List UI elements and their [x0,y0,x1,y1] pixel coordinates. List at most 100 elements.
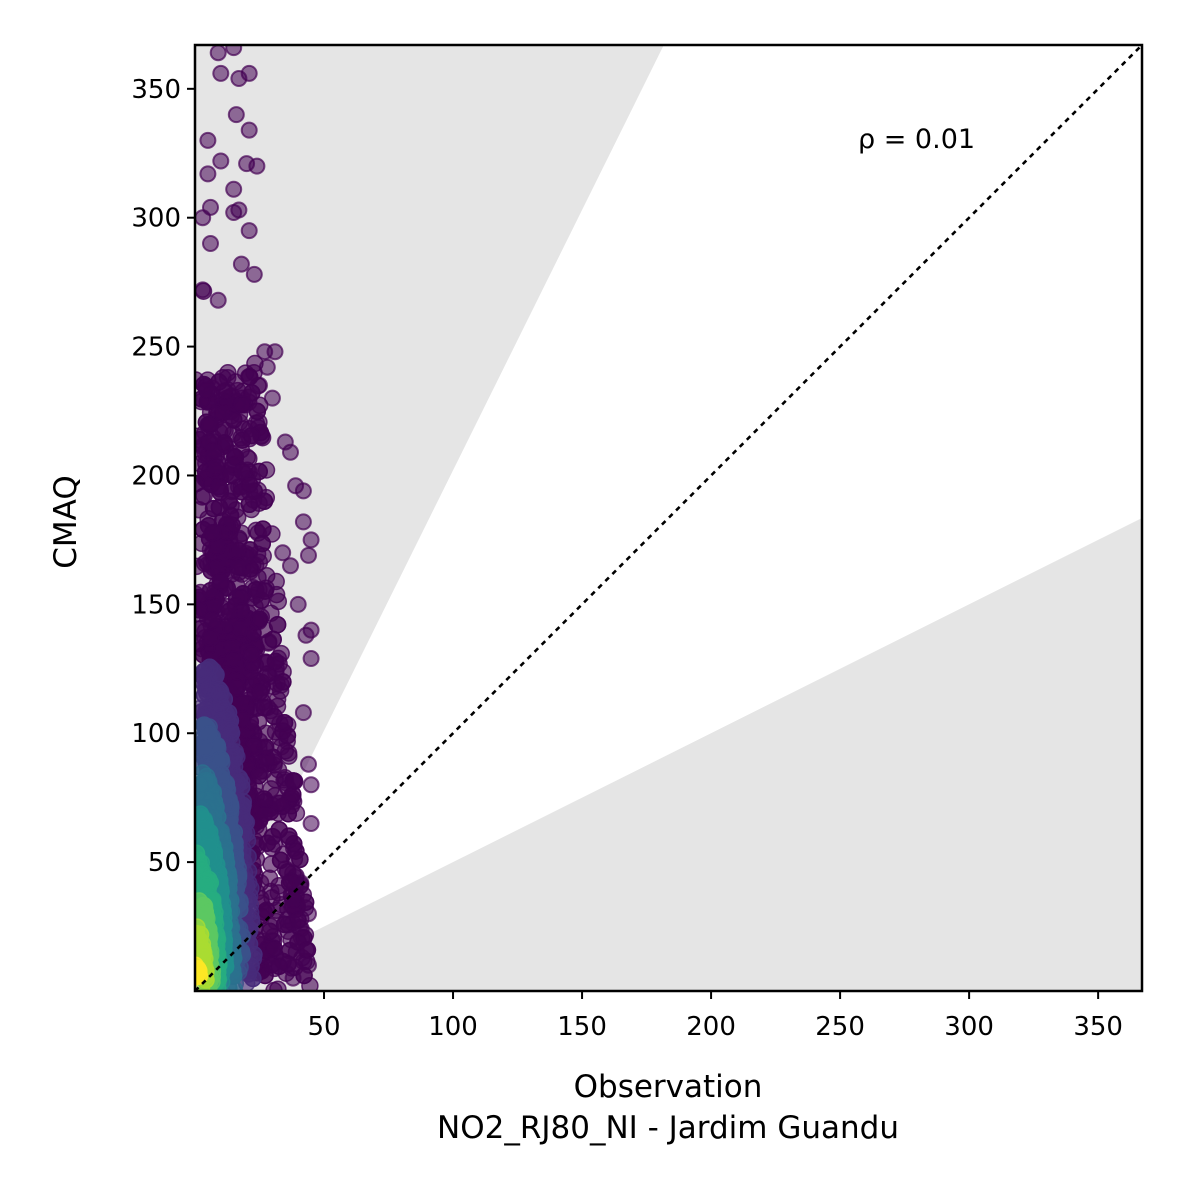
scatter-point [258,665,277,683]
scatter-point [229,558,247,576]
x-axis-station-label: NO2_RJ80_NI - Jardim Guandu [437,1110,899,1146]
one-to-one-line [195,45,1142,991]
y-tick-label: 350 [131,75,181,105]
scatter-point [195,892,208,910]
scatter-point [255,698,273,717]
scatter-point [233,395,252,413]
scatter-point [255,492,274,510]
y-tick-label: 150 [131,590,181,620]
scatter-point [240,64,258,82]
scatter-point [229,541,248,560]
scatter-point [197,876,216,895]
scatter-point [211,572,230,591]
scatter-point [230,201,248,219]
scatter-point [300,755,317,773]
scatter-point [195,600,208,619]
scatter-point [258,834,277,852]
scatter-point [291,850,309,869]
y-axis-label: CMAQ [48,475,84,568]
y-tick-label: 200 [131,461,181,491]
scatter-point [209,291,227,309]
scatter-point [242,426,261,445]
scatter-point [199,165,217,183]
scatter-point [300,956,317,974]
scatter-point [300,905,317,923]
scatter-point [201,415,220,434]
scatter-point [232,619,250,638]
scatter-point [274,673,292,691]
scatter-point [264,630,282,649]
scatter-point [245,265,263,283]
scatter-point [248,402,267,421]
scatter-point [263,389,281,407]
scatter-point [212,750,230,768]
scatter-point [251,683,269,701]
scatter-point [274,544,292,562]
scatter-point [199,131,217,149]
scatter-point [255,790,274,808]
scatter-point [282,557,299,575]
scatter-points [195,45,320,991]
scatter-point [292,874,310,892]
scatter-point [297,626,315,644]
scatter-point [266,652,285,671]
scatter-point [302,776,320,794]
scatter-point [265,939,283,957]
scatter-point [256,738,275,756]
scatter-point [195,805,210,823]
scatter-point [198,381,216,399]
scatter-point [220,602,239,620]
scatter-point [215,434,234,452]
scatter-point [225,45,243,57]
lower-shaded-band [195,518,1142,991]
scatter-point [302,650,320,667]
scatter-point [221,721,240,740]
scatter-point [282,443,299,461]
scatter-point [195,775,210,794]
x-axis-label: Observation [574,1069,763,1105]
scatter-point [227,106,245,124]
scatter-point [240,222,258,240]
scatter-point [257,901,276,920]
scatter-point [294,513,312,531]
scatter-point [270,957,288,976]
scatter-point [214,403,232,422]
scatter-point [195,844,206,863]
scatter-point [201,629,220,647]
y-tick-label: 50 [148,848,181,878]
scatter-point [202,235,219,252]
scatter-point [251,376,268,394]
scatter-point [209,478,228,496]
x-tick-label: 250 [815,1012,865,1042]
correlation-annotation: ρ = 0.01 [858,124,975,155]
scatter-point [294,704,312,722]
scatter-point [203,611,222,629]
scatter-point [284,969,302,987]
scatter-point [275,714,294,732]
scatter-point [227,678,246,697]
y-tick-label: 250 [131,333,181,363]
scatter-point [209,45,227,62]
scatter-point [268,615,287,634]
scatter-point [195,924,206,943]
scatter-point [250,767,268,785]
scatter-point [261,922,279,941]
scatter-point [302,815,320,832]
scatter-point [195,209,212,227]
scatter-point [255,804,274,823]
upper-shaded-band [195,45,664,991]
scatter-point [212,64,230,82]
x-tick-label: 100 [428,1012,478,1042]
scatter-point [302,531,320,549]
scatter-point [248,157,266,175]
scatter-point [289,595,307,613]
x-tick-label: 350 [1073,1012,1123,1042]
y-tick-label: 300 [131,204,181,234]
scatter-point [280,827,298,845]
scatter-point [240,121,258,139]
scatter-point [258,358,276,376]
x-axis: 50 100 150 200 250 300 350 [307,991,1123,1042]
plot-area [195,45,1142,991]
scatter-point [207,458,225,476]
scatter-point [225,180,243,198]
